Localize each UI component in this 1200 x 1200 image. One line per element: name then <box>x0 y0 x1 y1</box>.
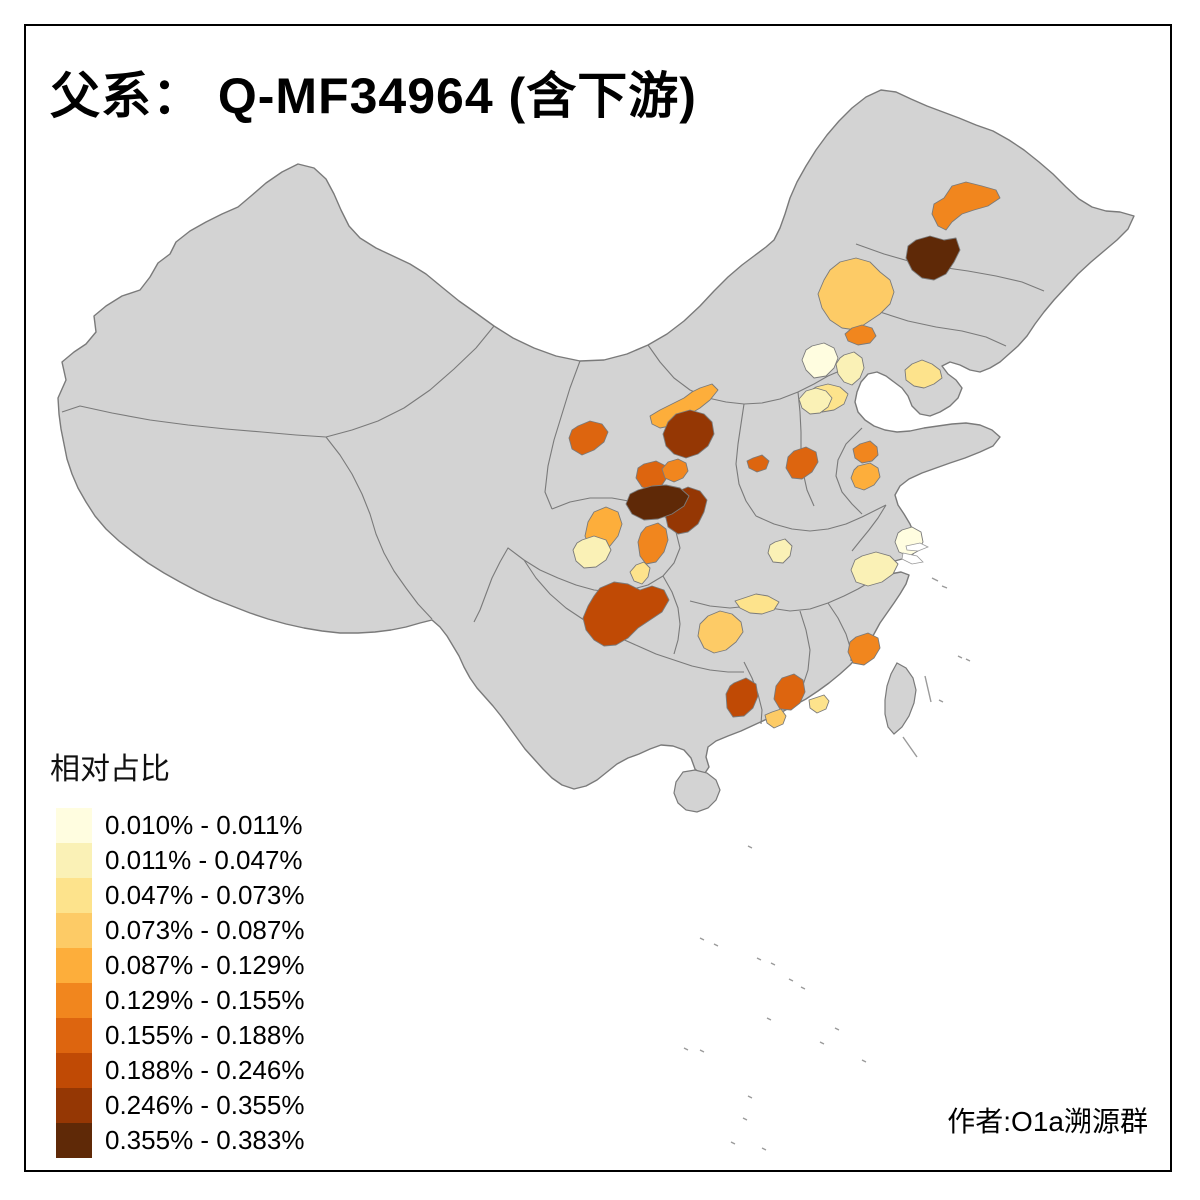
region-north-guangdong-area <box>773 673 806 711</box>
legend-swatch <box>56 913 92 948</box>
legend-row: 0.246% - 0.355% <box>50 1088 304 1123</box>
legend-label: 0.047% - 0.073% <box>105 880 305 910</box>
region-northeast-sichuan-area <box>637 522 669 565</box>
region-west-hunan-area <box>697 610 744 654</box>
legend-swatch <box>56 983 92 1018</box>
legend-label: 0.188% - 0.246% <box>105 1055 305 1085</box>
legend-row: 0.073% - 0.087% <box>50 913 304 948</box>
legend-title: 相对占比 <box>50 753 170 786</box>
colored-regions <box>568 181 1001 729</box>
region-north-shanxi-area <box>798 387 833 415</box>
legend-label: 0.010% - 0.011% <box>105 810 303 840</box>
region-east-guangdong-coast-small <box>808 694 830 714</box>
region-tianjin-area <box>835 351 865 386</box>
legend-row: 0.188% - 0.246% <box>50 1053 304 1088</box>
legend-swatch <box>56 878 92 913</box>
legend-row: 0.047% - 0.073% <box>50 878 304 913</box>
legend-swatch <box>56 1053 92 1088</box>
legend-label: 0.011% - 0.047% <box>105 845 303 875</box>
legend-row: 0.010% - 0.011% <box>50 808 304 843</box>
hainan-island <box>673 769 721 813</box>
region-central-hubei-small <box>767 538 793 564</box>
region-ne-dark-heilongjiang <box>905 235 961 281</box>
small-islands-and-dashes <box>683 577 971 1151</box>
legend-swatch <box>56 1123 92 1158</box>
legend-row: 0.011% - 0.047% <box>50 843 304 878</box>
region-ne-inner-mongolia-east <box>817 257 895 331</box>
region-ne-band-heilongjiang <box>931 181 1001 231</box>
author-credit: 作者:O1a溯源群 <box>947 1106 1148 1137</box>
region-ningxia-band <box>649 383 719 429</box>
legend: 相对占比 0.010% - 0.011% 0.011% - 0.047% 0.0… <box>50 744 304 1158</box>
region-pearl-delta-small <box>764 708 787 729</box>
region-chifeng-area <box>844 324 877 346</box>
region-south-fujian-coast <box>847 632 881 666</box>
region-hexi-corridor-area <box>568 420 609 456</box>
legend-row: 0.355% - 0.383% <box>50 1123 304 1158</box>
legend-swatch <box>56 948 92 983</box>
region-chengdu-area <box>572 535 612 569</box>
region-east-guangxi-area <box>725 677 759 718</box>
legend-label: 0.155% - 0.188% <box>105 1020 305 1050</box>
legend-label: 0.355% - 0.383% <box>105 1125 305 1155</box>
region-liaodong-dalian-area <box>904 359 943 389</box>
region-east-shanxi-small <box>746 454 770 473</box>
region-beijing-area <box>801 342 839 379</box>
region-central-shandong-north <box>852 440 879 464</box>
legend-row: 0.129% - 0.155% <box>50 983 304 1018</box>
legend-swatch <box>56 1018 92 1053</box>
legend-swatch <box>56 843 92 878</box>
taiwan-island <box>884 662 917 735</box>
region-lanzhou-area-east <box>661 458 689 483</box>
region-east-gansu-area <box>662 409 715 459</box>
region-north-hunan-band <box>734 593 780 615</box>
region-central-shandong-south <box>850 462 881 491</box>
region-north-zhejiang-area <box>850 551 899 587</box>
region-north-henan-area <box>785 446 819 480</box>
chongming-island <box>905 542 929 552</box>
legend-label: 0.246% - 0.355% <box>105 1090 305 1120</box>
region-central-sichuan-small <box>629 561 651 585</box>
region-south-shaanxi-west <box>625 484 690 521</box>
legend-label: 0.087% - 0.129% <box>105 950 305 980</box>
region-north-guizhou-area <box>582 581 670 647</box>
legend-label: 0.073% - 0.087% <box>105 915 305 945</box>
legend-swatch <box>56 808 92 843</box>
legend-label: 0.129% - 0.155% <box>105 985 305 1015</box>
legend-swatch <box>56 1088 92 1123</box>
legend-row: 0.087% - 0.129% <box>50 948 304 983</box>
shanghai-sliver <box>901 552 924 565</box>
legend-row: 0.155% - 0.188% <box>50 1018 304 1053</box>
map-title: 父系： Q-MF34964 (含下游) <box>50 68 697 124</box>
